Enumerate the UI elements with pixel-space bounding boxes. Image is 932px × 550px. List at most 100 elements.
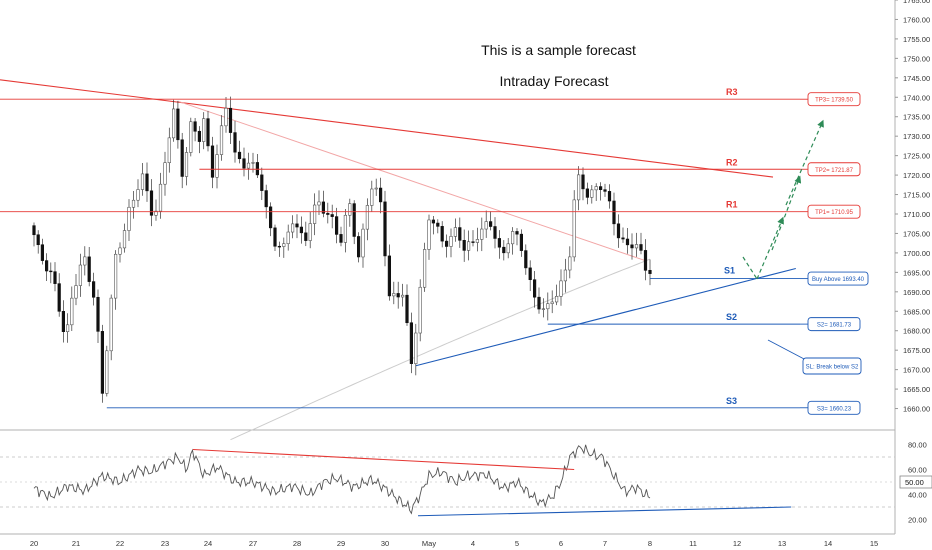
price-tick-label: 1745.00 [903,74,930,83]
candle-down [255,162,260,176]
moving-average-line [230,258,651,441]
candle-down [581,174,585,190]
date-tick-label: 11 [689,539,697,548]
candle-down [87,256,91,282]
candle-down [621,237,625,240]
candle-down [273,227,277,247]
candle-up [122,230,127,249]
candle-up [572,199,576,258]
candle-up [184,152,189,177]
price-tick-label: 1665.00 [903,385,930,394]
candle-up [246,162,251,169]
price-tick-label: 1685.00 [903,307,930,316]
date-tick-label: 23 [161,539,169,548]
candle-down [36,234,40,246]
level-label-s1: S1 [724,266,735,276]
candle-down [598,186,603,190]
candle-up [290,223,295,233]
candle-down [40,244,44,261]
candle-down [462,239,466,251]
candle-down [515,231,519,235]
candle-up [66,324,70,332]
candle-down [639,244,643,251]
candle-down [228,107,233,133]
forecast-leg-1 [756,216,784,280]
annotation-sample: This is a sample forecast [481,42,636,58]
candle-up [172,108,176,139]
candle-down [100,331,104,394]
candle-down [330,214,334,217]
axes: 1660.00 1665.00 1670.00 1675.00 1680.00 1685.… [30,0,932,548]
date-tick-label: 5 [515,539,519,548]
candle-up [370,188,374,206]
candle-up [427,219,431,250]
candle-up [400,294,405,298]
candle-up [251,162,255,164]
candle-down [49,270,53,273]
candle-up [541,308,545,310]
rsi-panel [0,444,895,517]
date-tick-label: 13 [778,539,786,548]
price-tick-label: 1715.00 [903,191,930,200]
candle-down [237,151,242,160]
price-tick-label: 1660.00 [903,405,930,414]
candle-up [559,280,563,297]
support-resistance-levels: R3 TP3= 1739.50 R2 TP2= 1721.87 R1 TP1= 1710.… [0,87,869,415]
candle-up [109,297,113,352]
sl-note-connector [767,339,807,361]
date-tick-label: 28 [293,539,301,548]
candle-down [210,145,215,178]
price-tick-label: 1680.00 [903,327,930,336]
candle-up [83,256,87,266]
candle-up [449,236,453,247]
level-label-r2: R2 [726,157,738,167]
candle-down [356,236,361,258]
candle-down [260,174,264,191]
candle-down [616,223,621,239]
rsi-support-trendline [417,506,792,517]
candle-up [282,243,286,247]
candle-up [105,350,109,394]
forecast-dip [742,256,758,280]
candle-up [590,189,594,198]
candle-up [140,173,145,190]
candle-up [466,241,471,251]
level-tag-box [807,204,861,219]
candle-up [70,297,74,326]
inner-resistance-trendline [177,100,646,262]
candle-down [57,283,61,312]
candle-down [607,191,612,202]
rsi-resistance-trendline [192,448,575,471]
candle-up [414,332,418,364]
date-tick-label: 24 [204,539,212,548]
candle-up [118,247,122,255]
candle-up [576,174,581,201]
price-tick-label: 1695.00 [903,268,930,277]
price-tick-label: 1675.00 [903,346,930,355]
grid [0,0,896,535]
candle-up [594,186,598,191]
date-tick-label: 8 [648,539,652,548]
candle-up [78,264,82,286]
level-label-s3: S3 [726,396,737,406]
candle-up [484,221,488,230]
candle-up [167,137,171,163]
candle-down [643,250,648,271]
price-tick-label: 1765.00 [903,0,930,5]
candle-down [299,226,304,234]
candle-up [554,296,559,303]
level-tag-box [807,162,861,177]
price-tick-label: 1705.00 [903,229,930,238]
candle-up [74,285,78,299]
candle-down [488,221,493,227]
candle-down [304,232,308,241]
candle-up [568,256,572,271]
candle-up [131,199,136,208]
candle-down [32,225,36,236]
price-tick-label: 1755.00 [903,35,930,44]
date-tick-label: 30 [381,539,389,548]
candle-up [365,205,370,230]
candle-up [154,210,158,216]
rsi-tick-label: 60.00 [908,466,927,475]
